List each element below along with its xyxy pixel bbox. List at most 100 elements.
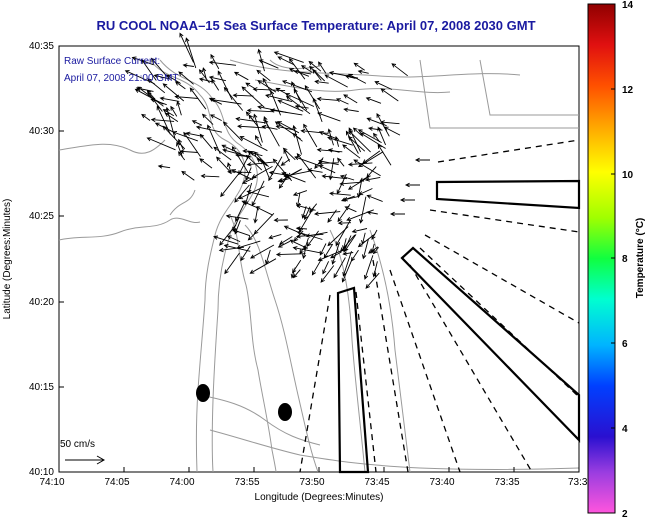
current-vector	[238, 151, 252, 176]
current-vector	[308, 60, 322, 72]
current-vector	[178, 151, 186, 161]
current-vector	[363, 255, 374, 280]
current-vector	[312, 68, 322, 81]
colorbar-tick-label: 10	[622, 170, 634, 181]
current-vectors	[124, 32, 430, 289]
current-vector	[240, 245, 251, 262]
current-vector	[246, 161, 274, 167]
current-vector	[201, 67, 207, 80]
current-vector	[170, 105, 178, 117]
current-vector	[337, 157, 345, 167]
current-vector	[367, 246, 379, 254]
current-vector	[292, 259, 302, 274]
current-vector	[357, 69, 369, 74]
current-vector	[210, 53, 220, 70]
current-vector	[236, 240, 261, 250]
current-vector	[377, 143, 392, 166]
current-vector	[166, 74, 181, 84]
current-vector	[359, 196, 367, 224]
current-vector	[208, 97, 222, 105]
colorbar-tick-label: 14	[622, 0, 634, 11]
current-vector	[277, 99, 304, 112]
current-vector	[213, 235, 239, 245]
x-tick-label: 73:55	[234, 477, 259, 488]
current-vector	[376, 113, 390, 137]
current-vector	[348, 127, 362, 153]
colorbar-tick-label: 8	[622, 254, 628, 265]
current-vector	[361, 238, 369, 260]
current-vector	[135, 86, 154, 92]
colorbar-tick-label: 4	[622, 424, 628, 435]
current-vector	[324, 74, 348, 88]
current-vector	[209, 114, 222, 121]
current-vector	[353, 159, 381, 177]
current-vector	[219, 224, 237, 246]
current-vector	[304, 84, 320, 110]
current-vector	[156, 105, 171, 135]
current-vector	[370, 243, 375, 254]
current-vector	[234, 184, 250, 203]
current-vector	[182, 63, 194, 68]
scale-label: 50 cm/s	[60, 439, 95, 450]
x-axis-label: Longitude (Degrees:Minutes)	[255, 492, 384, 503]
current-vector	[292, 190, 308, 197]
current-vector	[273, 217, 288, 223]
current-vector	[199, 133, 213, 149]
current-vector	[342, 144, 361, 159]
current-vector	[306, 230, 319, 247]
current-vector	[371, 229, 378, 240]
current-vector	[344, 206, 357, 213]
current-vector	[335, 98, 349, 105]
current-vector	[216, 156, 230, 172]
current-vector	[237, 124, 266, 129]
colorbar-tick-label: 2	[622, 509, 628, 519]
current-vector	[257, 105, 288, 114]
y-axis-label: Latitude (Degrees:Minutes)	[2, 199, 13, 320]
current-vector	[314, 157, 324, 169]
current-vector	[176, 141, 183, 158]
current-vector	[343, 107, 359, 112]
annotation-line2: April 07, 2008 21:00 GMT	[64, 73, 179, 84]
current-vector	[268, 156, 283, 182]
current-vector	[198, 77, 214, 83]
current-vector	[227, 169, 252, 175]
current-vector	[199, 158, 213, 169]
current-vector	[150, 57, 168, 78]
current-vector	[258, 59, 279, 69]
current-vector	[353, 62, 365, 71]
current-vector	[365, 96, 382, 104]
current-vector	[278, 172, 291, 189]
current-vector	[131, 56, 154, 66]
current-vector	[185, 131, 204, 137]
current-vector	[339, 174, 355, 181]
current-vector	[319, 243, 327, 256]
y-ticks	[59, 45, 64, 473]
current-vector	[309, 65, 326, 82]
current-vector	[331, 241, 341, 265]
current-vector	[293, 230, 304, 242]
x-tick-label: 74:00	[169, 477, 194, 488]
current-vector	[162, 83, 185, 102]
current-vector	[291, 81, 302, 103]
current-vector	[141, 113, 151, 121]
current-vector	[245, 167, 252, 182]
current-vector	[201, 113, 214, 125]
station-dot	[278, 403, 292, 421]
current-vector	[314, 211, 341, 216]
current-vector	[208, 75, 226, 82]
current-vector	[257, 48, 265, 72]
current-vector	[361, 232, 366, 245]
current-vector	[226, 235, 241, 243]
current-vector	[357, 151, 384, 168]
current-vector	[235, 201, 246, 222]
current-vector	[323, 243, 334, 259]
current-vector	[292, 124, 302, 155]
current-vector	[343, 94, 358, 104]
current-vector	[318, 164, 336, 174]
current-vector	[414, 157, 430, 163]
current-vector	[224, 252, 240, 275]
current-vector	[251, 180, 265, 207]
current-vector	[389, 211, 405, 217]
current-vector	[249, 151, 263, 157]
current-vector	[334, 135, 340, 147]
